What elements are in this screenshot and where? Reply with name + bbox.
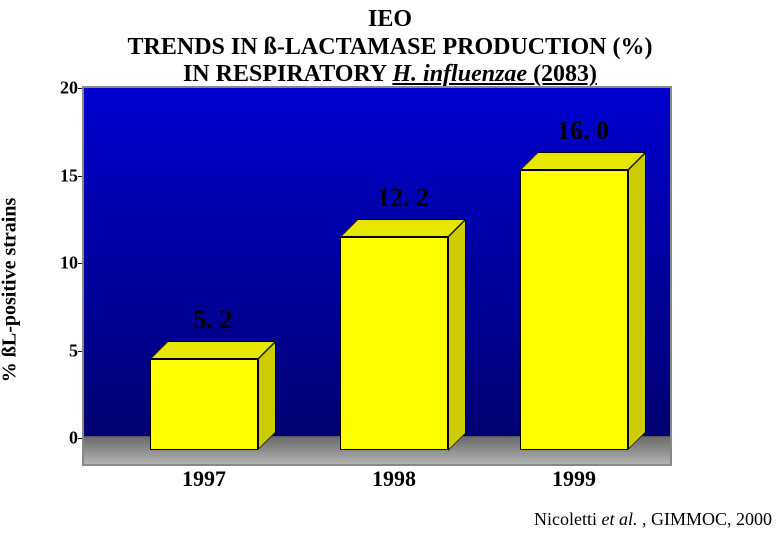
bar-front [340,237,448,451]
citation-prefix: Nicoletti [534,509,601,529]
citation-suffix: , GIMMOC, 2000 [642,509,772,529]
bar-value-label: 16. 0 [557,116,609,146]
title-line-3c: (2083) [527,61,597,87]
title-line-3b: H. influenzae [392,61,527,87]
y-tick-mark [78,88,82,89]
x-tick-label: 1999 [552,466,596,492]
bar-value-label: 5. 2 [194,305,233,335]
y-tick-label: 20 [52,78,78,99]
bar-value-label: 12. 2 [377,183,429,213]
title-line-2: TRENDS IN ß-LACTAMASE PRODUCTION (%) [0,34,780,62]
bar [340,219,466,451]
y-tick-mark [78,176,82,177]
y-tick-label: 5 [52,340,78,361]
y-tick-mark [78,351,82,352]
y-tick-label: 0 [52,428,78,449]
citation-ital: et al. [601,509,642,529]
bar [520,152,646,450]
y-axis-label: % ßL-positive strains [0,198,22,382]
bar-front [150,359,258,450]
y-tick-label: 10 [52,253,78,274]
title-line-3a: IN RESPIRATORY [183,61,392,87]
plot-area: 5. 2199712. 2199816. 01999 [82,86,672,466]
x-tick-label: 1997 [182,466,226,492]
x-tick-label: 1998 [372,466,416,492]
bar-top [340,219,466,237]
title-line-1: IEO [0,6,780,34]
bar-side [628,152,646,450]
chart-title-block: IEO TRENDS IN ß-LACTAMASE PRODUCTION (%)… [0,0,780,89]
bar-top [520,152,646,170]
bar-top [150,341,276,359]
bar [150,341,276,450]
y-tick-mark [78,438,82,439]
axis-area: 5. 2199712. 2199816. 01999 05101520 [82,86,672,494]
citation: Nicoletti et al. , GIMMOC, 2000 [534,509,772,530]
chart-container: % ßL-positive strains 5. 2199712. 219981… [48,86,672,494]
bar-side [448,219,466,451]
y-tick-label: 15 [52,165,78,186]
title-line-3: IN RESPIRATORY H. influenzae (2083) [0,61,780,89]
y-tick-mark [78,263,82,264]
bar-side [258,341,276,450]
bar-front [520,170,628,450]
